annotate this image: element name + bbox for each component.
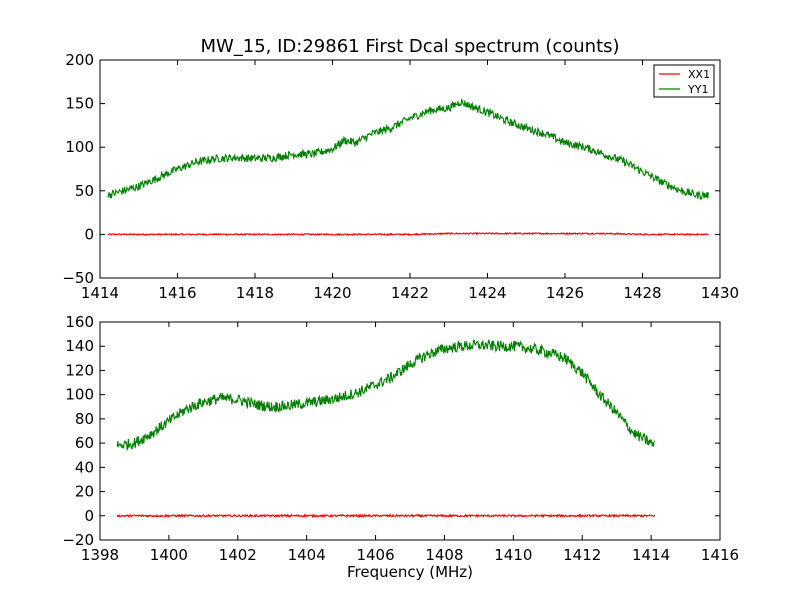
series-line-yy1 xyxy=(116,339,656,452)
x-tick-label: 1400 xyxy=(150,546,188,564)
x-axis-label: Frequency (MHz) xyxy=(347,563,473,581)
plot-area xyxy=(100,322,720,540)
x-tick-label: 1424 xyxy=(468,284,506,302)
y-tick-label: 100 xyxy=(65,138,94,156)
x-tick-label: 1410 xyxy=(494,546,532,564)
y-tick-label: 100 xyxy=(65,386,94,404)
chart-title: MW_15, ID:29861 First Dcal spectrum (cou… xyxy=(200,36,619,57)
y-tick-label: 160 xyxy=(65,313,94,331)
x-tick-label: 1414 xyxy=(632,546,670,564)
y-tick-label: 200 xyxy=(65,51,94,69)
x-tick-label: 1412 xyxy=(563,546,601,564)
x-tick-label: 1398 xyxy=(81,546,119,564)
subplot-2: 1398 1400 1402 1404 1406 1408 1410 1412 1414 1416… xyxy=(62,313,739,581)
y-tick-label: 40 xyxy=(75,458,94,476)
y-tick-label: 80 xyxy=(75,410,94,428)
y-tick-label: 0 xyxy=(84,507,94,525)
x-tick-label: 1426 xyxy=(546,284,584,302)
plot-area xyxy=(100,60,720,278)
y-tick-label: −20 xyxy=(62,531,94,549)
x-tick-label: 1416 xyxy=(158,284,196,302)
x-tick-label: 1428 xyxy=(623,284,661,302)
x-tick-label: 1422 xyxy=(391,284,429,302)
legend-label-xx1: XX1 xyxy=(688,68,710,81)
x-tick-label: 1418 xyxy=(236,284,274,302)
x-tick-label: 1416 xyxy=(701,546,739,564)
y-tick-label: 20 xyxy=(75,483,94,501)
series-line-yy1 xyxy=(107,98,709,201)
y-tick-label: 140 xyxy=(65,337,94,355)
x-tick-label: 1420 xyxy=(313,284,351,302)
x-tick-label: 1404 xyxy=(288,546,326,564)
y-tick-label: −50 xyxy=(62,269,94,287)
legend-box xyxy=(653,64,715,98)
y-tick-label: 120 xyxy=(65,361,94,379)
y-tick-label: 150 xyxy=(65,95,94,113)
x-tick-label: 1408 xyxy=(425,546,463,564)
series-line-xx1 xyxy=(116,513,656,519)
x-tick-label: 1414 xyxy=(81,284,119,302)
x-tick-label: 1430 xyxy=(701,284,739,302)
series-line-xx1 xyxy=(107,231,709,237)
x-tick-label: 1406 xyxy=(356,546,394,564)
subplot-1: 1414 1416 1418 1420 1422 1424 1426 1428 1430 −50 0… xyxy=(62,51,739,302)
x-tick-label: 1402 xyxy=(219,546,257,564)
legend-label-yy1: YY1 xyxy=(687,83,708,96)
y-tick-label: 60 xyxy=(75,434,94,452)
y-tick-label: 50 xyxy=(75,182,94,200)
plot-frame xyxy=(99,321,721,541)
y-tick-label: 0 xyxy=(84,225,94,243)
